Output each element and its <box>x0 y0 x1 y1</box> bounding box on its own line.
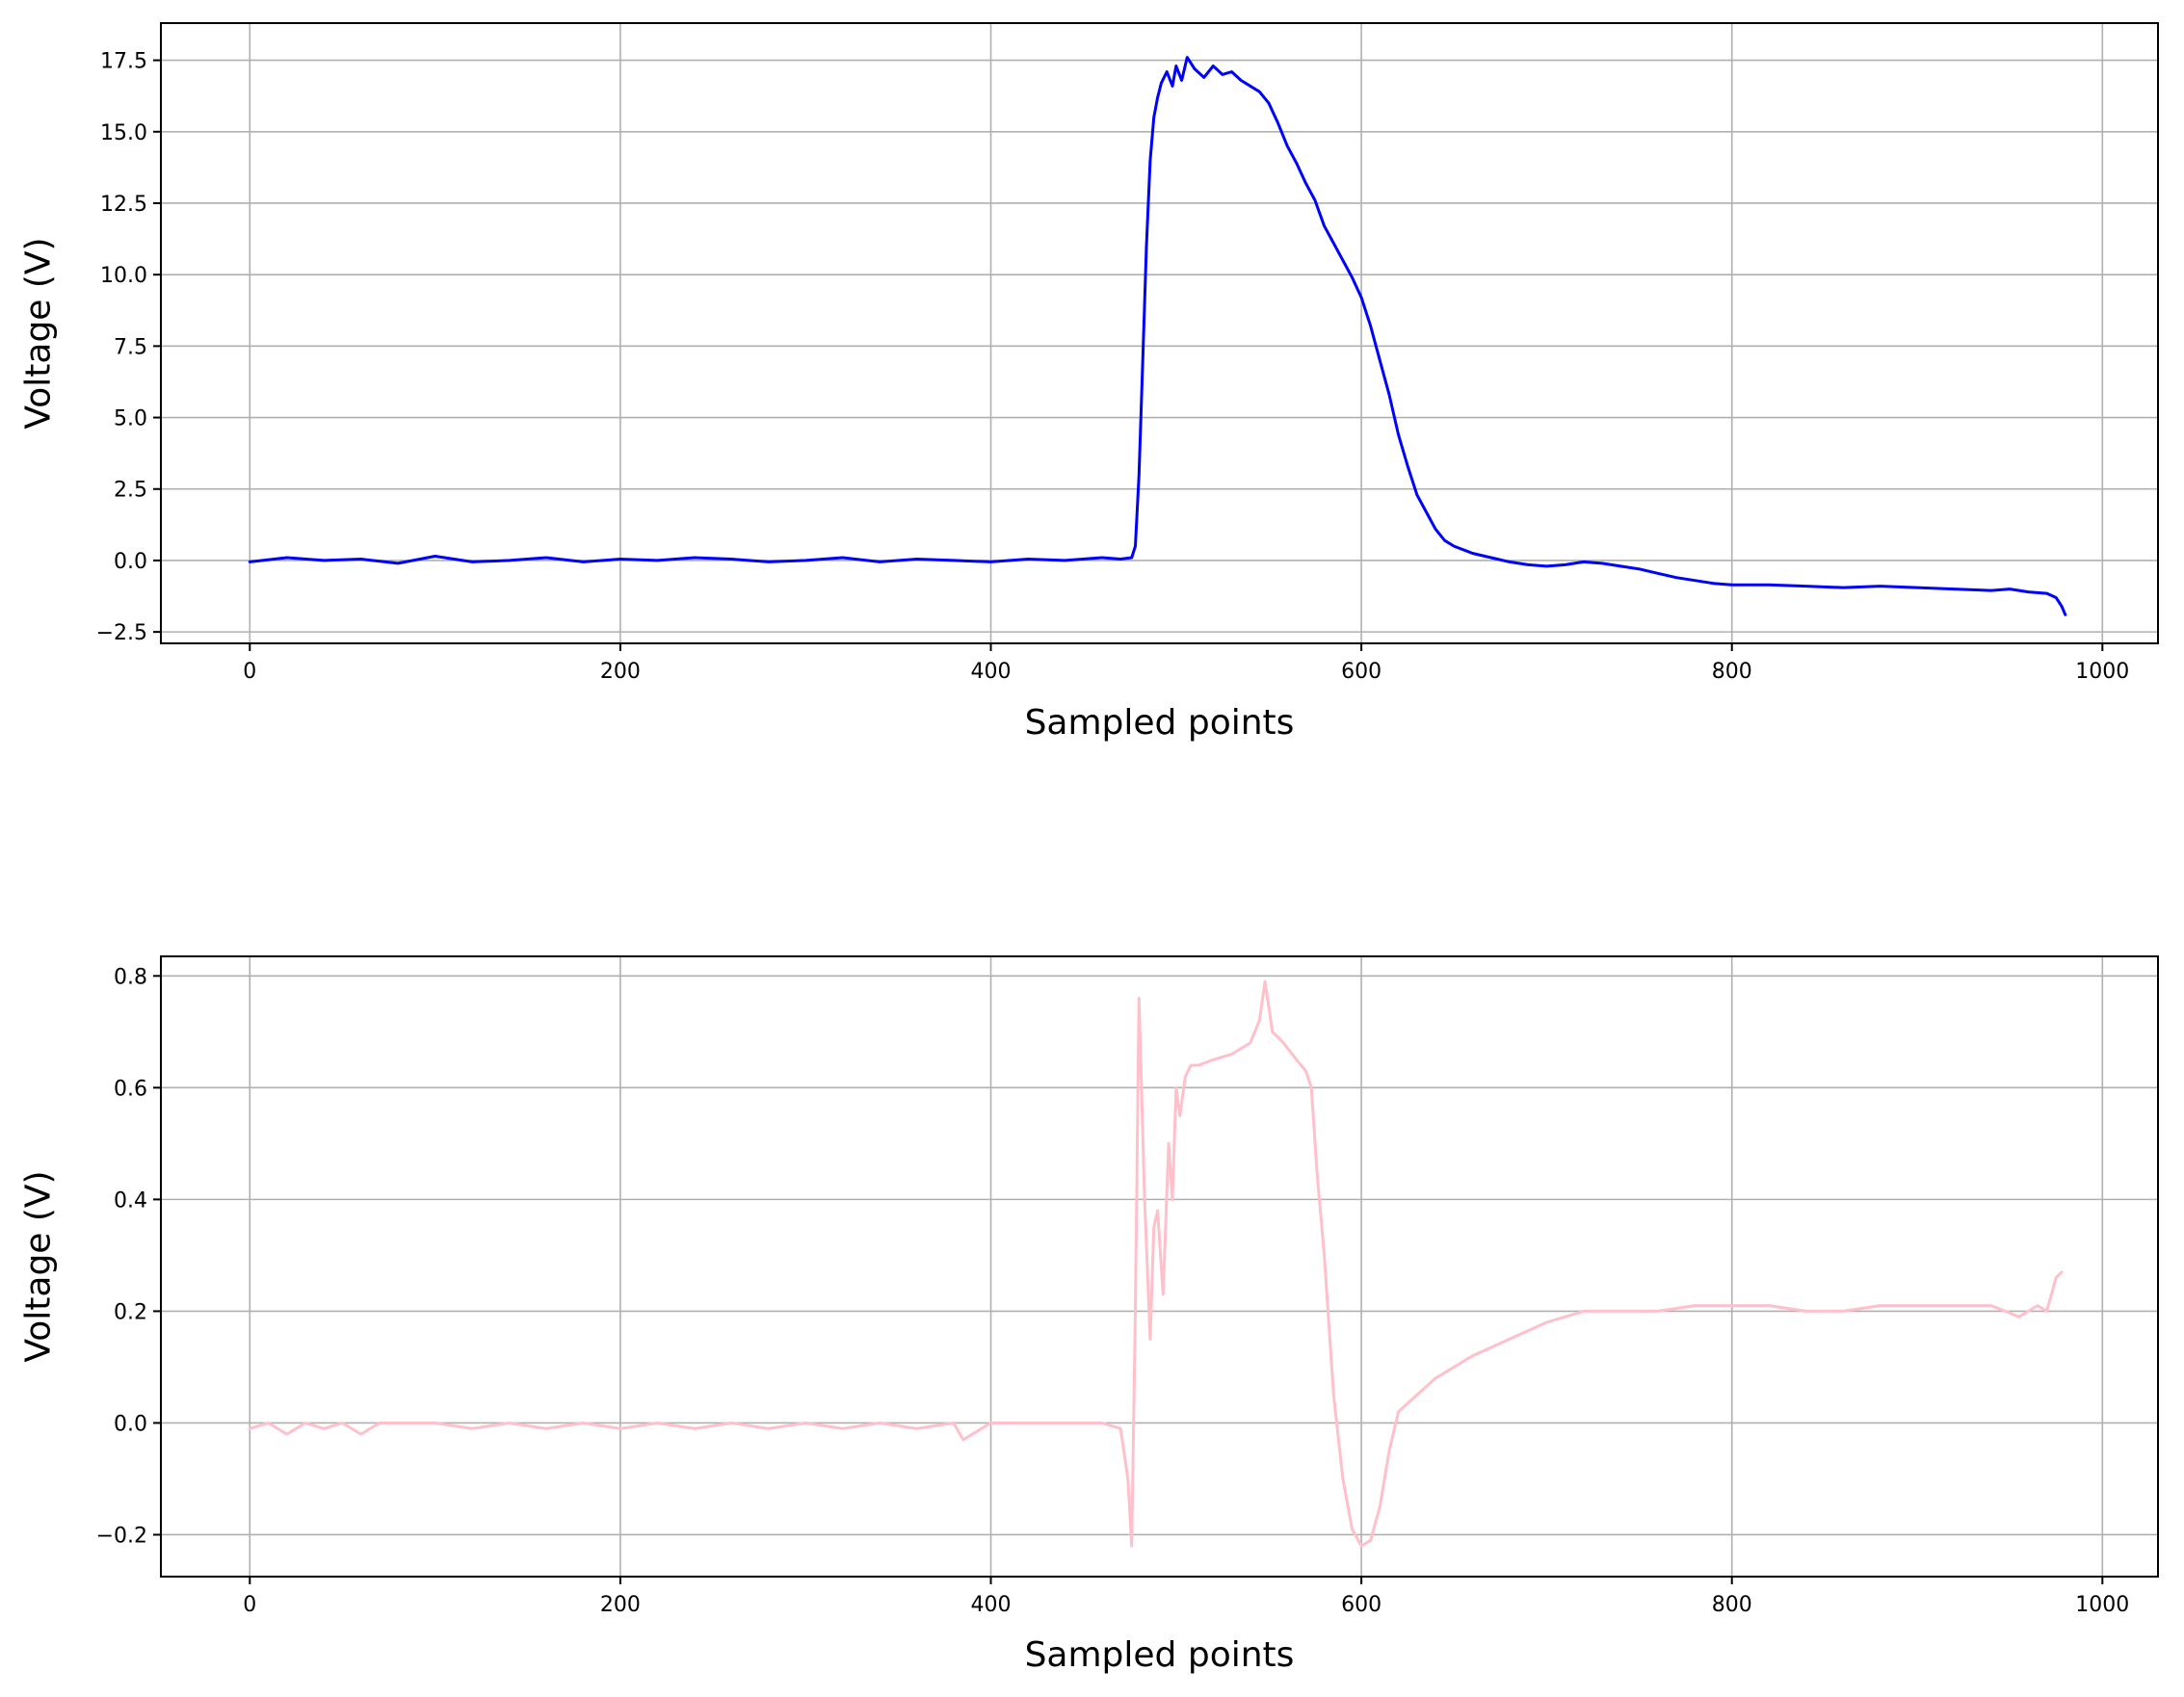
plot-frame-bottom <box>160 955 2159 1578</box>
y-tick-label-bottom-2: 0.2 <box>114 1300 147 1324</box>
series-line-top <box>248 56 2067 616</box>
y-tick-label-bottom-3: 0.4 <box>114 1188 147 1213</box>
y-tick-label-top-6: 12.5 <box>100 193 147 217</box>
ticks-bottom: 0 200 400 600 800 1000 −0.2 0.0 0.2 0.4 0.6 0.8 <box>96 965 2130 1617</box>
x-tick-label-top-3: 600 <box>1341 660 1381 684</box>
y-tick-label-bottom-4: 0.6 <box>114 1077 147 1101</box>
y-tick-label-bottom-1: 0.0 <box>114 1412 147 1436</box>
x-axis-label-top: Sampled points <box>1025 703 1295 743</box>
plot-frame-top <box>160 22 2159 644</box>
y-tick-label-top-7: 15.0 <box>100 121 147 145</box>
grid-top <box>161 23 2158 643</box>
chart-top: 0 200 400 600 800 1000 −2.5 0.0 2.5 5.0 7.5 10.0 12.… <box>19 22 2159 743</box>
y-tick-label-top-1: 0.0 <box>114 550 147 574</box>
x-axis-label-bottom: Sampled points <box>1025 1635 1295 1675</box>
x-tick-label-top-5: 1000 <box>2075 660 2129 684</box>
y-axis-label-bottom: Voltage (V) <box>19 1170 59 1362</box>
x-tick-label-bottom-3: 600 <box>1341 1593 1381 1617</box>
y-tick-label-top-4: 7.5 <box>114 335 147 359</box>
x-tick-label-top-2: 400 <box>971 660 1012 684</box>
x-tick-label-top-0: 0 <box>243 660 256 684</box>
x-tick-label-top-4: 800 <box>1712 660 1752 684</box>
x-tick-label-bottom-1: 200 <box>600 1593 641 1617</box>
y-tick-label-top-0: −2.5 <box>96 621 147 645</box>
series-line-bottom <box>248 979 2064 1548</box>
y-tick-label-top-8: 17.5 <box>100 50 147 74</box>
ticks-top: 0 200 400 600 800 1000 −2.5 0.0 2.5 5.0 7.5 10.0 12.… <box>96 50 2130 684</box>
x-tick-label-bottom-2: 400 <box>971 1593 1012 1617</box>
y-tick-label-bottom-0: −0.2 <box>96 1524 147 1548</box>
y-tick-label-top-5: 10.0 <box>100 264 147 288</box>
y-axis-label-top: Voltage (V) <box>19 237 59 429</box>
y-tick-label-top-3: 5.0 <box>114 407 147 431</box>
x-tick-label-bottom-5: 1000 <box>2075 1593 2129 1617</box>
grid-bottom <box>161 956 2158 1577</box>
x-tick-label-top-1: 200 <box>600 660 641 684</box>
x-tick-label-bottom-0: 0 <box>243 1593 256 1617</box>
y-tick-label-top-2: 2.5 <box>114 479 147 503</box>
x-tick-label-bottom-4: 800 <box>1712 1593 1752 1617</box>
chart-bottom: 0 200 400 600 800 1000 −0.2 0.0 0.2 0.4 0.6 0.8 Sam… <box>19 955 2159 1675</box>
y-tick-label-bottom-5: 0.8 <box>114 965 147 989</box>
